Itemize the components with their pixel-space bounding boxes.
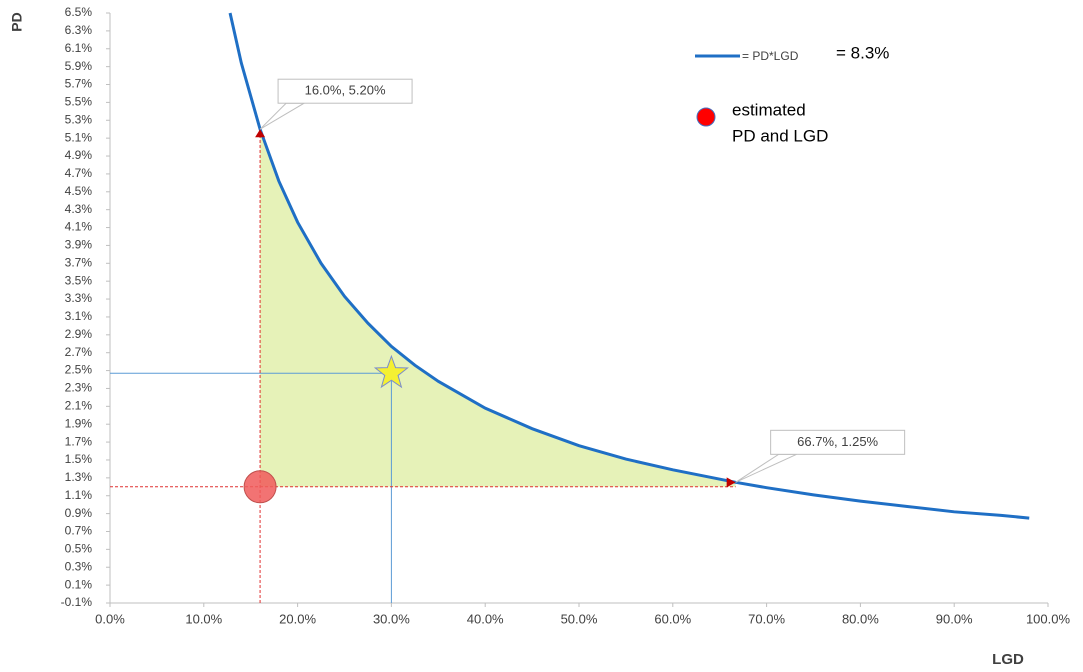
y-tick-label: 1.3% (65, 470, 93, 484)
x-tick-label: 0.0% (95, 611, 125, 626)
x-tick-label: 20.0% (279, 611, 316, 626)
x-tick-label: 10.0% (185, 611, 222, 626)
x-tick-label: 30.0% (373, 611, 410, 626)
annotation-label: 66.7%, 1.25% (797, 434, 878, 449)
y-tick-label: 6.3% (65, 23, 93, 37)
arrow-head (726, 477, 736, 488)
y-tick-label: 4.1% (65, 220, 93, 234)
y-tick-label: 2.3% (65, 381, 93, 395)
y-tick-label: 5.7% (65, 77, 93, 91)
y-tick-label: 3.5% (65, 273, 93, 287)
legend-estimate-label: PD and LGD (732, 126, 828, 145)
x-tick-label: 60.0% (654, 611, 691, 626)
callout-pointer (735, 453, 797, 483)
y-tick-label: 4.9% (65, 148, 93, 162)
y-tick-label: 4.3% (65, 202, 93, 216)
y-tick-label: 5.9% (65, 59, 93, 73)
y-tick-label: 2.7% (65, 345, 93, 359)
y-tick-label: 0.7% (65, 524, 93, 538)
callout-box (277, 78, 413, 104)
y-tick-label: 1.9% (65, 416, 93, 430)
y-tick-label: 0.3% (65, 559, 93, 573)
y-tick-label: 4.5% (65, 184, 93, 198)
y-tick-label: 3.3% (65, 291, 93, 305)
y-tick-label: 2.5% (65, 363, 93, 377)
y-tick-label: 0.5% (65, 542, 93, 556)
y-tick-label: 6.1% (65, 41, 93, 55)
callout-pointer (259, 102, 306, 130)
curve (228, 12, 1030, 520)
legend-estimate-marker (696, 107, 716, 127)
star-marker (373, 354, 409, 389)
y-tick-label: 1.1% (65, 488, 93, 502)
y-axis-label: PD (9, 12, 25, 31)
y-tick-label: 0.1% (65, 577, 93, 591)
y-tick-label: 5.3% (65, 112, 93, 126)
y-tick-label: 1.5% (65, 452, 93, 466)
estimate-marker (243, 470, 277, 504)
shaded-area (260, 129, 736, 487)
y-tick-label: 0.9% (65, 506, 93, 520)
y-tick-label: 3.7% (65, 255, 93, 269)
x-tick-label: 70.0% (748, 611, 785, 626)
legend-value: = 8.3% (836, 43, 889, 62)
x-tick-label: 100.0% (1026, 611, 1071, 626)
y-tick-label: 2.1% (65, 399, 93, 413)
legend-estimate-label: estimated (732, 100, 806, 119)
y-tick-label: 5.1% (65, 130, 93, 144)
y-tick-label: 2.9% (65, 327, 93, 341)
y-tick-label: 4.7% (65, 166, 93, 180)
x-axis-label: LGD (992, 651, 1024, 668)
y-tick-label: -0.1% (61, 595, 93, 609)
x-tick-label: 80.0% (842, 611, 879, 626)
y-tick-label: 1.7% (65, 434, 93, 448)
callout-box (770, 429, 906, 455)
y-tick-label: 3.1% (65, 309, 93, 323)
x-tick-label: 40.0% (467, 611, 504, 626)
legend-label: = PD*LGD (742, 49, 799, 63)
annotation-label: 16.0%, 5.20% (305, 83, 386, 98)
y-tick-label: 6.5% (65, 5, 93, 19)
x-tick-label: 50.0% (561, 611, 598, 626)
x-tick-label: 90.0% (936, 611, 973, 626)
y-tick-label: 5.5% (65, 95, 93, 109)
arrow-head (255, 129, 266, 138)
y-tick-label: 3.9% (65, 238, 93, 252)
